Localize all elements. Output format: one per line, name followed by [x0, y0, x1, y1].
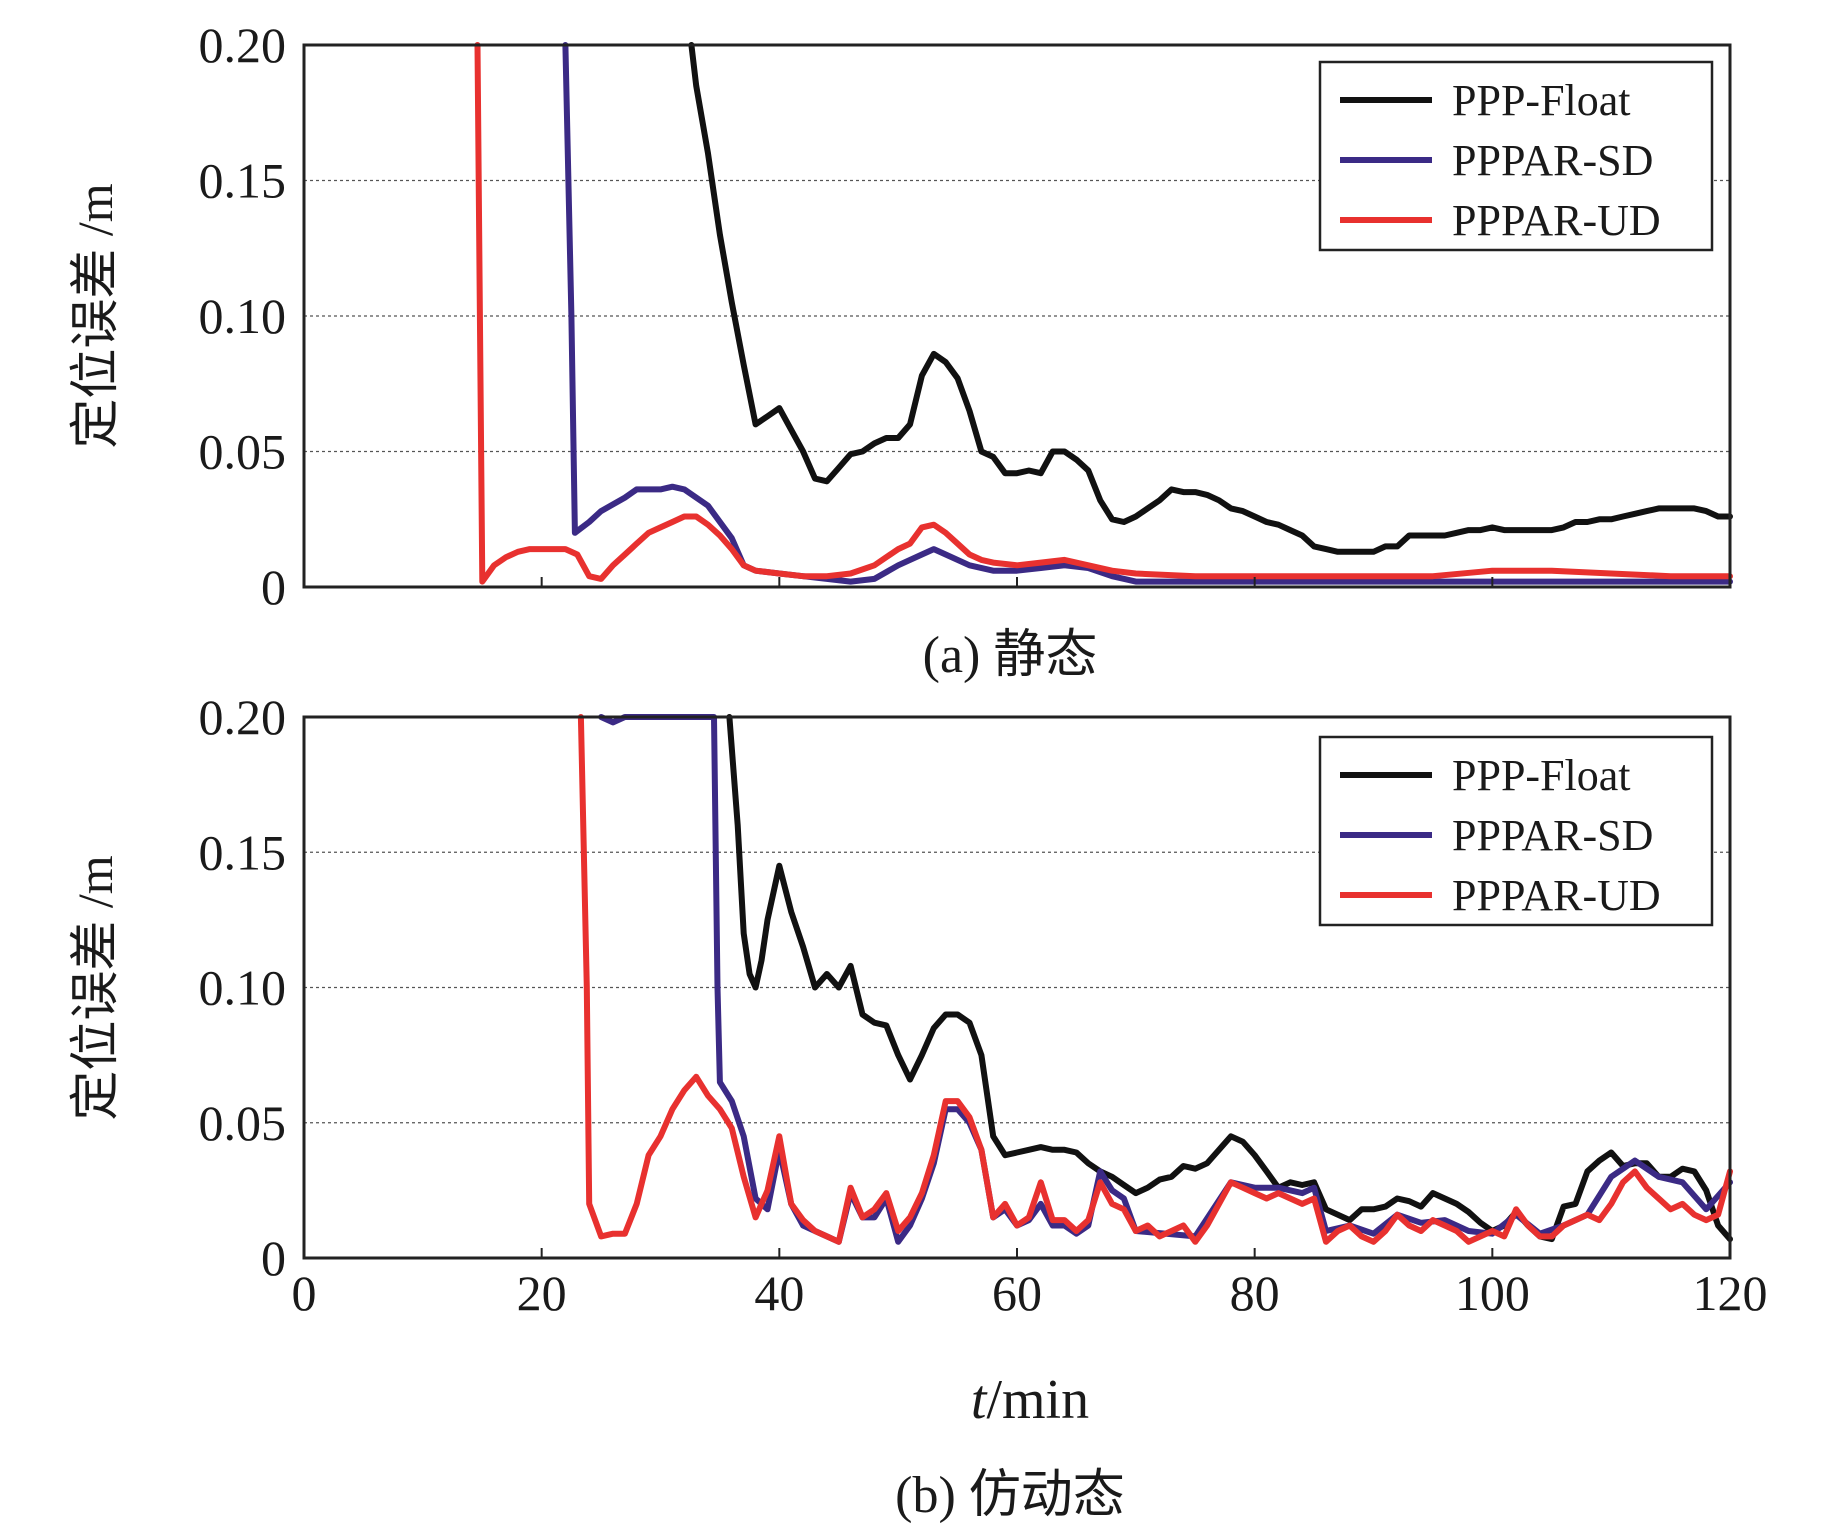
x-tick-label-b-4: 80 [1230, 1265, 1280, 1321]
legend-label-b-pppar-sd: PPPAR-SD [1452, 811, 1653, 860]
y-tick-label-a-2: 0.10 [199, 288, 287, 344]
y-tick-label-a-0: 0 [261, 559, 286, 615]
x-tick-label-b-3: 60 [992, 1265, 1042, 1321]
y-tick-label-b-0: 0 [261, 1230, 286, 1286]
y-tick-label-b-3: 0.15 [199, 824, 287, 880]
y-tick-label-b-2: 0.10 [199, 960, 287, 1016]
y-tick-label-b-4: 0.20 [199, 689, 287, 745]
x-axis-label-variable: t [971, 1369, 988, 1431]
series-line-b-pppar-ud [577, 714, 1733, 1245]
panel-b-x-axis-label: t/min [971, 1369, 1089, 1431]
legend-label-b-pppar-ud: PPPAR-UD [1452, 871, 1661, 920]
x-tick-label-b-1: 20 [517, 1265, 567, 1321]
x-tick-label-b-0: 0 [292, 1265, 317, 1321]
series-line-a-pppar-sd [562, 42, 1733, 585]
panel-b-legend: PPP-Float PPPAR-SD PPPAR-UD [1318, 735, 1714, 927]
x-tick-label-b-6: 120 [1693, 1265, 1768, 1321]
legend-label-a-ppp-float: PPP-Float [1452, 76, 1631, 125]
y-tick-label-b-1: 0.05 [199, 1095, 287, 1151]
legend-label-a-pppar-ud: PPPAR-UD [1452, 196, 1661, 245]
x-tick-label-b-5: 100 [1455, 1265, 1530, 1321]
x-tick-label-b-2: 40 [754, 1265, 804, 1321]
panel-b-y-ticks: 0 0.05 0.10 0.15 0.20 [199, 689, 287, 1286]
panel-a-y-axis-label: 定位误差 /m [67, 183, 123, 448]
y-tick-label-a-1: 0.05 [199, 424, 287, 480]
legend-label-a-pppar-sd: PPPAR-SD [1452, 136, 1653, 185]
series-line-a-pppar-ud [474, 42, 1733, 585]
panel-a-series [474, 42, 1733, 585]
panel-b-quasi-kinematic: 0 0.05 0.10 0.15 0.20 0 20 40 60 80 100 120 定位误差 /… [67, 689, 1768, 1524]
legend-label-b-ppp-float: PPP-Float [1452, 751, 1631, 800]
x-axis-label-unit: /min [986, 1369, 1089, 1431]
panel-b-series [577, 714, 1733, 1245]
panel-b-caption: (b) 仿动态 [895, 1467, 1125, 1524]
panel-a-caption: (a) 静态 [923, 627, 1098, 684]
panel-a-legend: PPP-Float PPPAR-SD PPPAR-UD [1318, 60, 1714, 252]
panel-a-x-ticks [540, 577, 1494, 587]
panel-b-y-axis-label: 定位误差 /m [67, 855, 123, 1120]
y-tick-label-a-4: 0.20 [199, 17, 287, 73]
panel-a-static: 0 0.05 0.10 0.15 0.20 定位误差 /m PPP-Float PPPAR… [67, 17, 1733, 684]
y-tick-label-a-3: 0.15 [199, 153, 287, 209]
panel-b-x-ticks: 0 20 40 60 80 100 120 [292, 1248, 1768, 1321]
panel-a-y-ticks: 0 0.05 0.10 0.15 0.20 [199, 17, 287, 615]
series-line-a-ppp-float [688, 42, 1733, 555]
